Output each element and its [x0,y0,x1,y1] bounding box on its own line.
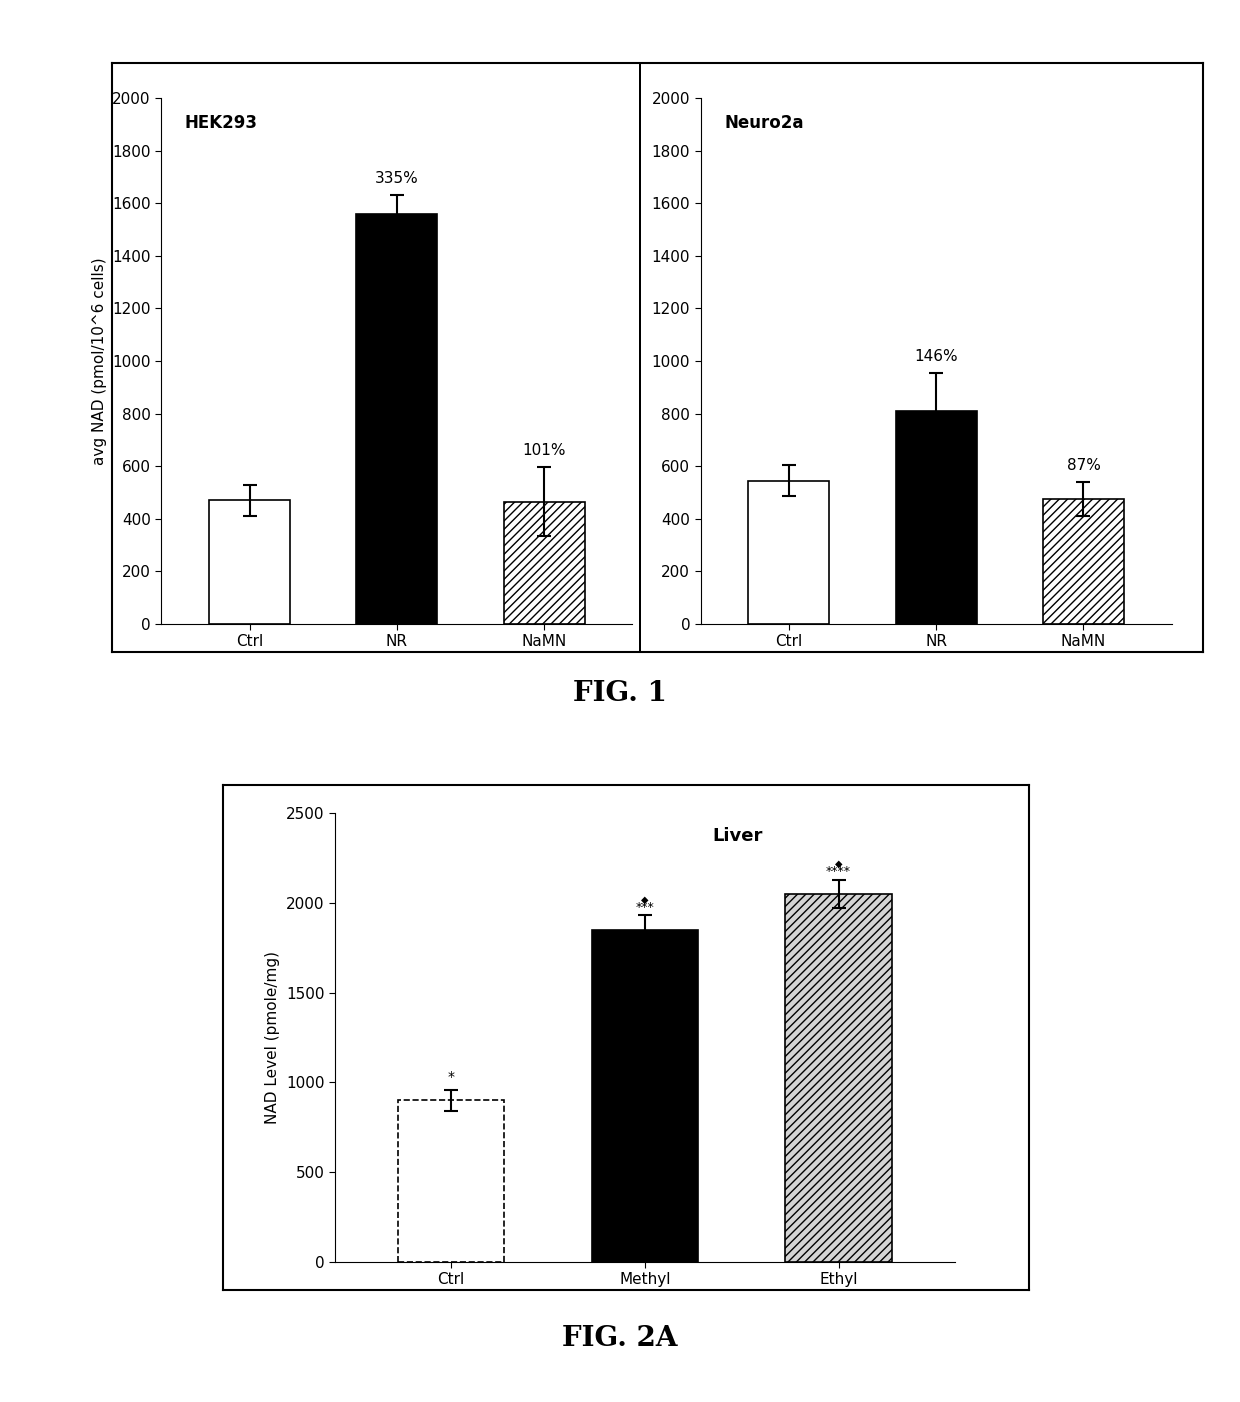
Text: FIG. 1: FIG. 1 [573,680,667,707]
Y-axis label: avg NAD (pmol/10^6 cells): avg NAD (pmol/10^6 cells) [92,257,107,465]
Text: 335%: 335% [374,171,419,186]
Bar [398,1101,505,1262]
Text: 146%: 146% [914,349,959,363]
Bar [356,213,438,624]
Text: 101%: 101% [522,443,565,458]
Bar [749,481,830,624]
Bar [210,501,290,624]
Text: Neuro2a: Neuro2a [724,114,804,132]
Bar [1043,499,1123,624]
Bar [895,411,977,624]
Bar [591,930,698,1262]
Text: ***: *** [635,900,655,914]
Y-axis label: NAD Level (pmole/mg): NAD Level (pmole/mg) [265,951,280,1124]
Text: ◆: ◆ [835,859,842,869]
Text: Liver: Liver [713,827,763,844]
Text: ◆: ◆ [641,894,649,904]
Text: 87%: 87% [1066,457,1100,472]
Text: HEK293: HEK293 [185,114,258,132]
Text: *: * [448,1070,455,1084]
Text: ****: **** [826,865,851,878]
Bar [503,502,584,624]
Bar [785,894,892,1262]
Text: FIG. 2A: FIG. 2A [562,1325,678,1352]
